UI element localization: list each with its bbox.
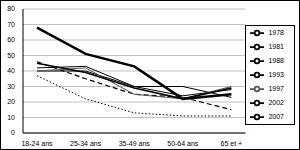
svg-text:60: 60 [8, 36, 15, 43]
svg-text:25-34 ans: 25-34 ans [70, 140, 102, 147]
html-text:2007: 2007 [268, 112, 284, 120]
svg-text:70: 70 [8, 21, 15, 28]
svg-text:18-24 ans: 18-24 ans [21, 140, 53, 147]
html-text:1981: 1981 [268, 42, 284, 50]
svg-text:30: 30 [8, 83, 15, 90]
html-text:1988: 1988 [268, 56, 284, 64]
svg-text:65 et +: 65 et + [221, 140, 243, 147]
html-text:1978: 1978 [268, 28, 284, 36]
html-text:2002: 2002 [268, 98, 284, 106]
html-text:1993: 1993 [268, 70, 284, 78]
svg-text:35-49 ans: 35-49 ans [119, 140, 151, 147]
svg-text:50-64 ans: 50-64 ans [167, 140, 199, 147]
svg-text:0: 0 [11, 129, 15, 136]
svg-text:80: 80 [8, 5, 15, 12]
svg-text:20: 20 [8, 98, 15, 105]
svg-text:40: 40 [8, 67, 15, 74]
svg-text:10: 10 [8, 114, 15, 121]
html-text:1997: 1997 [268, 84, 284, 92]
svg-text:50: 50 [8, 52, 15, 59]
